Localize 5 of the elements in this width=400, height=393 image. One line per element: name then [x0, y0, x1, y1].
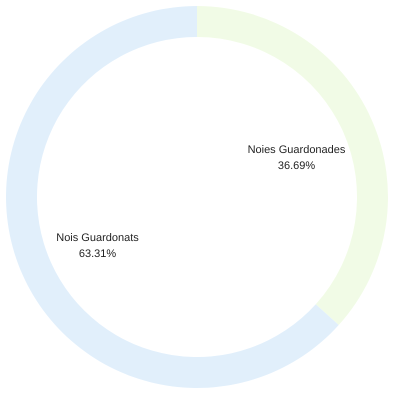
slice-label: Nois Guardonats: [56, 232, 140, 244]
data-label: 36.69%: [278, 160, 316, 172]
data-label: 63.31%: [78, 248, 116, 260]
donut-slice: [197, 6, 388, 326]
slice-label: Noies Guardonades: [248, 144, 346, 156]
